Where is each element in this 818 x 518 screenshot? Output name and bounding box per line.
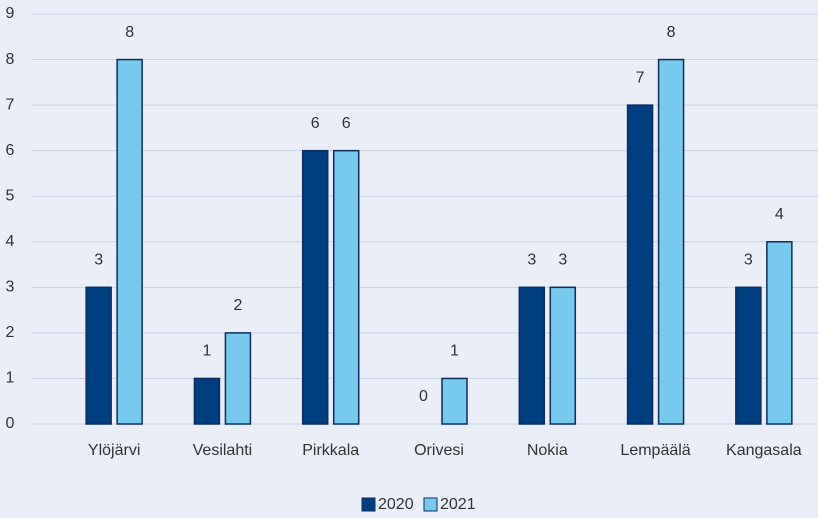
legend-label: 2021: [440, 496, 476, 513]
data-label: 3: [558, 252, 567, 269]
data-label: 7: [636, 69, 645, 86]
bar: [224, 332, 252, 425]
data-label: 2: [233, 297, 242, 314]
bar: [766, 241, 793, 425]
x-tick-label: Pirkkala: [302, 442, 359, 459]
y-tick-label: 9: [6, 5, 15, 22]
y-tick-label: 4: [6, 233, 15, 250]
y-tick-label: 7: [6, 96, 15, 113]
data-label: 6: [311, 115, 320, 132]
data-label: 4: [775, 206, 784, 223]
data-label: 0: [419, 388, 428, 405]
x-tick-label: Lempäälä: [620, 442, 690, 459]
data-label: 6: [342, 115, 351, 132]
bar: [549, 286, 577, 425]
bar: [657, 58, 685, 425]
data-label: 1: [202, 343, 211, 360]
legend-swatch: [361, 497, 376, 512]
y-tick-label: 2: [6, 324, 15, 341]
y-tick-label: 6: [6, 142, 15, 159]
bar: [735, 286, 762, 425]
data-label: 1: [450, 343, 459, 360]
legend-swatch: [423, 497, 438, 512]
y-tick-label: 5: [6, 187, 15, 204]
bar: [518, 286, 546, 425]
data-label: 8: [667, 24, 676, 41]
x-tick-label: Orivesi: [414, 442, 464, 459]
y-tick-label: 0: [6, 415, 15, 432]
bar: [332, 149, 360, 425]
bar: [441, 377, 468, 425]
data-label: 3: [94, 252, 103, 269]
bar: [116, 58, 143, 425]
bar: [85, 286, 112, 425]
data-label: 3: [744, 252, 753, 269]
x-tick-label: Kangasala: [726, 442, 802, 459]
x-tick-label: Ylöjärvi: [88, 442, 140, 459]
data-label: 3: [527, 252, 536, 269]
x-tick-label: Nokia: [527, 442, 568, 459]
bar: [301, 149, 329, 425]
y-tick-label: 8: [6, 51, 15, 68]
bar: [626, 104, 654, 425]
data-label: 8: [125, 24, 134, 41]
legend-label: 2020: [378, 496, 414, 513]
x-tick-label: Vesilahti: [193, 442, 253, 459]
bar: [193, 377, 221, 425]
y-tick-label: 3: [6, 279, 15, 296]
y-tick-label: 1: [6, 370, 15, 387]
